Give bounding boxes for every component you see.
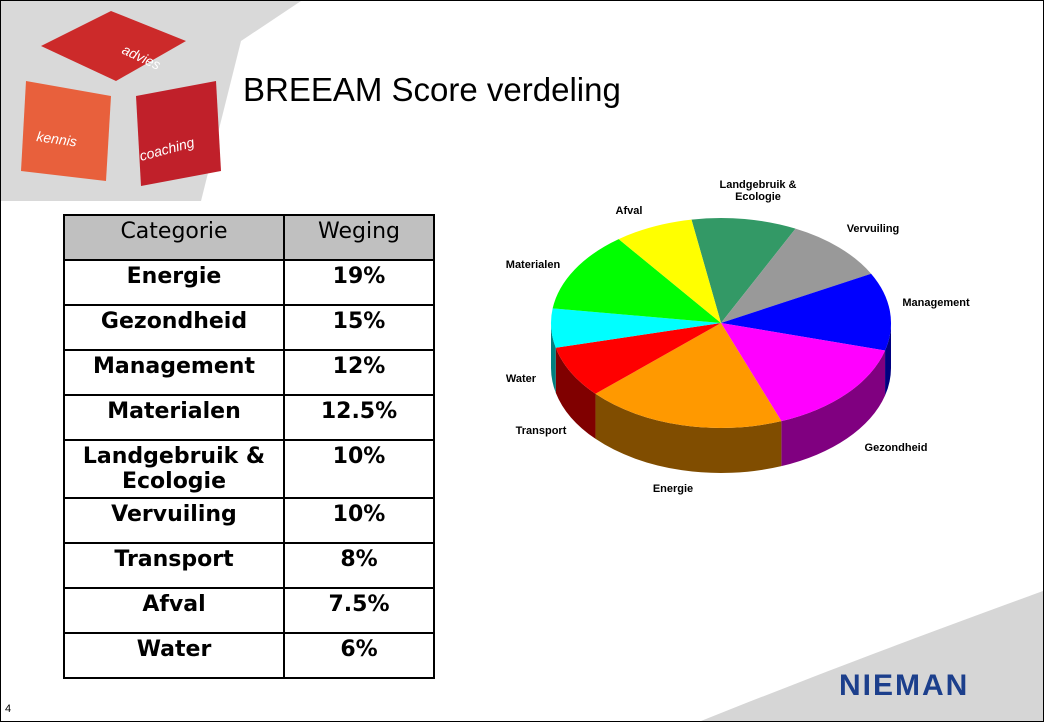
- pie-label: Energie: [618, 483, 728, 495]
- pie-label: Afval: [574, 205, 684, 217]
- pie-label: Gezondheid: [841, 442, 951, 454]
- pie-label: Vervuiling: [818, 223, 928, 235]
- table-cell: 12.5%: [284, 395, 434, 440]
- slide-title: BREEAM Score verdeling: [243, 71, 621, 109]
- table-cell: Gezondheid: [64, 305, 284, 350]
- table-cell: 12%: [284, 350, 434, 395]
- pie-chart: [551, 218, 891, 473]
- pie-label: Management: [881, 297, 991, 309]
- header-cell: Weging: [284, 215, 434, 260]
- cube-right: [136, 81, 221, 186]
- pie-label: Materialen: [478, 259, 588, 271]
- table-cell: 19%: [284, 260, 434, 305]
- table-cell: 10%: [284, 440, 434, 498]
- table-cell: Management: [64, 350, 284, 395]
- table-cell: 15%: [284, 305, 434, 350]
- table-cell: Vervuiling: [64, 498, 284, 543]
- table-cell: Transport: [64, 543, 284, 588]
- table-cell: 8%: [284, 543, 434, 588]
- table-cell: 10%: [284, 498, 434, 543]
- table-cell: Materialen: [64, 395, 284, 440]
- table-cell: 6%: [284, 633, 434, 678]
- pie-label: Transport: [486, 425, 596, 437]
- table-cell: Landgebruik & Ecologie: [64, 440, 284, 498]
- table-cell: 7.5%: [284, 588, 434, 633]
- table-cell: Water: [64, 633, 284, 678]
- table-cell: Afval: [64, 588, 284, 633]
- brand-logo: NIEMAN: [839, 669, 969, 703]
- cube-left: [21, 81, 111, 181]
- pie-label: Landgebruik & Ecologie: [713, 179, 803, 203]
- table-cell: Energie: [64, 260, 284, 305]
- slide-number: 4: [5, 703, 11, 715]
- pie-label: Water: [466, 373, 576, 385]
- slide: advies kennis coaching BREEAM Score verd…: [0, 0, 1044, 722]
- header-cell: Categorie: [64, 215, 284, 260]
